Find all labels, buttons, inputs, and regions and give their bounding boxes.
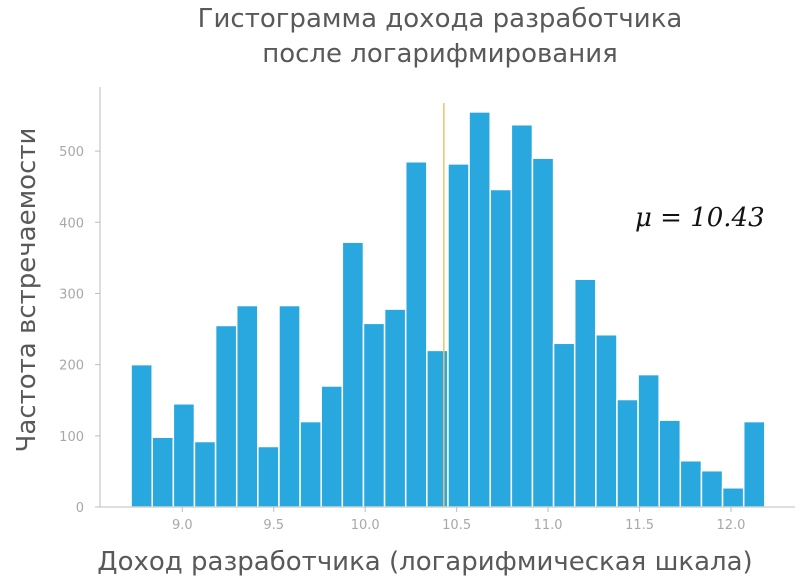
mean-annotation: μ = 10.43 bbox=[635, 203, 765, 233]
histogram-bar bbox=[130, 363, 153, 508]
y-tick-label: 0 bbox=[76, 501, 84, 516]
histogram-bar bbox=[257, 445, 280, 508]
histogram-bar bbox=[679, 459, 703, 508]
y-tick-label: 300 bbox=[59, 287, 84, 302]
histogram-bar bbox=[383, 308, 407, 508]
histogram-bar bbox=[510, 123, 534, 508]
x-tick-label: 10.0 bbox=[351, 518, 380, 533]
histogram-bar bbox=[320, 385, 344, 508]
histogram-bar bbox=[235, 304, 259, 508]
histogram-bar bbox=[489, 188, 513, 508]
y-tick-label: 200 bbox=[59, 359, 84, 374]
histogram-bar bbox=[531, 157, 555, 508]
histogram-bar bbox=[341, 241, 365, 508]
bars-group bbox=[130, 111, 766, 508]
histogram-bar bbox=[172, 403, 196, 508]
histogram-bar bbox=[658, 419, 682, 508]
x-tick-label: 10.5 bbox=[442, 518, 471, 533]
histogram-bar bbox=[552, 342, 576, 508]
histogram-bar bbox=[468, 111, 491, 508]
x-axis-label: Доход разработчика (логарифмическая шкал… bbox=[97, 547, 752, 577]
x-tick-label: 9.0 bbox=[172, 518, 193, 533]
histogram-bar bbox=[595, 333, 618, 508]
histogram-bar bbox=[637, 373, 660, 508]
x-tick-label: 12.0 bbox=[717, 518, 746, 533]
histogram-bar bbox=[193, 440, 217, 508]
y-ticks: 0 100 200 300 400 500 bbox=[59, 145, 100, 516]
chart-title-line-2: после логарифмирования bbox=[262, 39, 618, 69]
x-tick-label: 11.5 bbox=[625, 518, 654, 533]
histogram-bar bbox=[700, 469, 724, 508]
x-tick-label: 11.0 bbox=[534, 518, 563, 533]
chart-title-line-1: Гистограмма дохода разработчика bbox=[198, 4, 683, 34]
histogram-bar bbox=[616, 398, 639, 508]
histogram-bar bbox=[742, 420, 766, 508]
histogram-bar bbox=[426, 349, 449, 508]
histogram-bar bbox=[214, 324, 238, 508]
y-axis-label: Частота встречаемости bbox=[12, 128, 42, 453]
histogram-bar bbox=[404, 160, 428, 508]
histogram-bar bbox=[721, 487, 745, 508]
y-tick-label: 500 bbox=[59, 145, 84, 160]
x-ticks: 9.0 9.5 10.0 10.5 11.0 11.5 12.0 bbox=[172, 507, 746, 533]
y-tick-label: 400 bbox=[59, 216, 84, 231]
histogram-bar bbox=[278, 304, 301, 508]
histogram-bar bbox=[151, 436, 175, 508]
histogram-bar bbox=[573, 278, 597, 508]
histogram-bar bbox=[447, 163, 470, 508]
histogram-bar bbox=[299, 420, 322, 508]
y-tick-label: 100 bbox=[59, 430, 84, 445]
x-tick-label: 9.5 bbox=[263, 518, 284, 533]
histogram-bar bbox=[362, 322, 386, 508]
